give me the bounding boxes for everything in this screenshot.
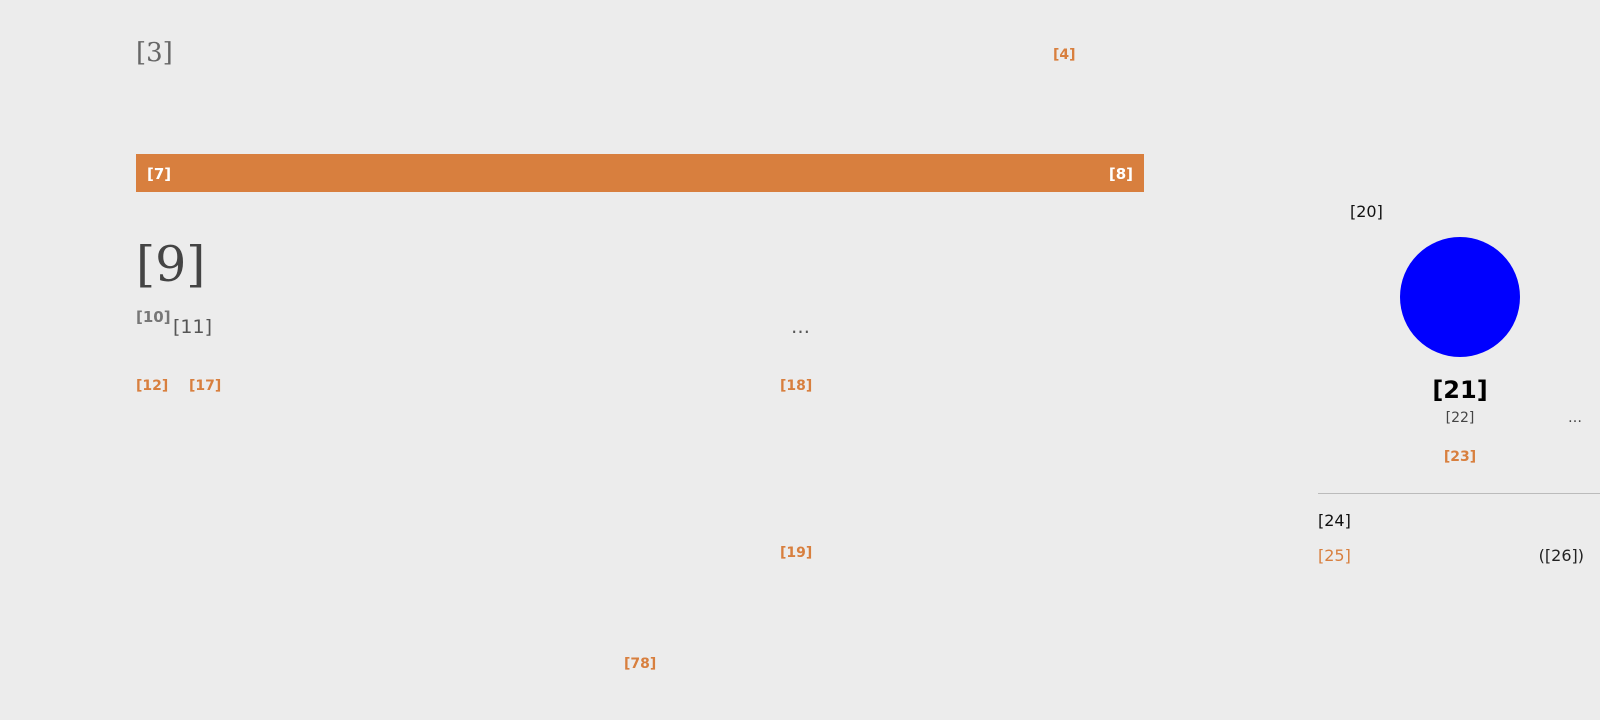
profile-more-ellipsis[interactable]: … <box>1568 410 1582 426</box>
nav-right-link[interactable]: [8] <box>1108 165 1133 183</box>
profile-name[interactable]: [21] <box>1432 376 1488 404</box>
vote-count: [10] <box>136 308 171 326</box>
profile-link[interactable]: [23] <box>1443 449 1477 465</box>
sidebar-item-count: ([26]) <box>1538 546 1584 565</box>
post-link[interactable]: [19] <box>780 545 813 561</box>
nav-left-link[interactable]: [7] <box>147 165 172 183</box>
post-link[interactable]: [17] <box>189 378 222 394</box>
sidebar-item-link[interactable]: [25] <box>1318 546 1351 565</box>
profile-subtitle: [22] <box>1445 410 1475 426</box>
navigation-bar: [7] [8] <box>136 154 1144 192</box>
sidebar-label: [20] <box>1350 202 1383 221</box>
post-meta: [11] <box>173 316 213 338</box>
post-title: [9] <box>136 236 206 293</box>
site-title[interactable]: [3] <box>136 38 173 68</box>
sidebar-section-heading: [24] <box>1318 511 1351 530</box>
header-link[interactable]: [4] <box>1053 47 1076 63</box>
avatar[interactable] <box>1400 237 1520 357</box>
footer-link[interactable]: [78] <box>624 656 657 672</box>
post-link[interactable]: [18] <box>780 378 813 394</box>
post-link[interactable]: [12] <box>136 378 169 394</box>
post-more-ellipsis[interactable]: … <box>791 316 810 338</box>
sidebar-divider <box>1318 493 1600 494</box>
